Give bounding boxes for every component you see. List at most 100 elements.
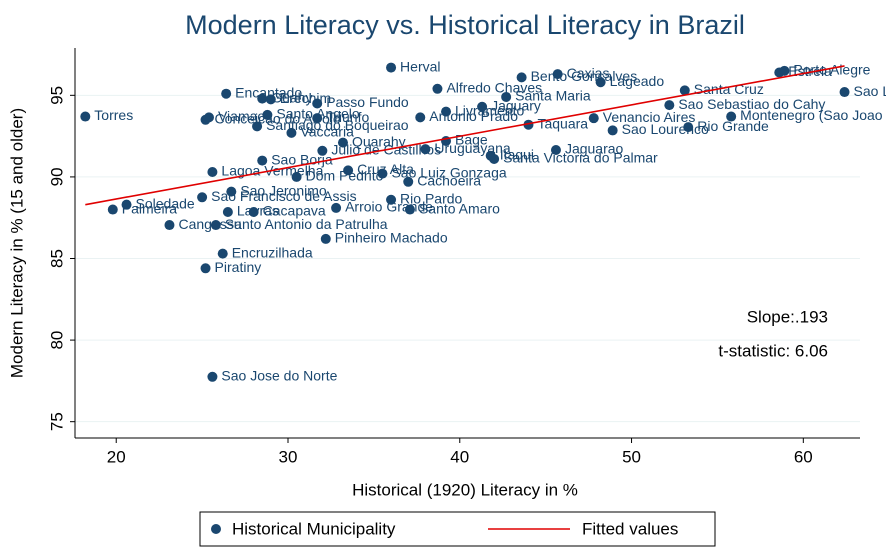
point bbox=[80, 111, 91, 122]
point bbox=[683, 122, 694, 133]
point-label: Erechim bbox=[280, 90, 331, 106]
point-label: Cangussu bbox=[178, 216, 241, 232]
point-label: Caxias bbox=[567, 65, 610, 81]
point-label: Montenegro (Sao Joao do Montenegro) bbox=[740, 107, 886, 123]
point bbox=[501, 91, 512, 102]
point bbox=[331, 202, 342, 213]
point-label: Sao Leopoldo bbox=[854, 83, 886, 99]
x-tick-label: 50 bbox=[622, 447, 641, 466]
point bbox=[516, 72, 527, 83]
legend-marker bbox=[211, 524, 221, 534]
point bbox=[200, 114, 211, 125]
point bbox=[210, 220, 221, 231]
point bbox=[226, 186, 237, 197]
point-label: Sao Borja bbox=[271, 151, 333, 167]
point-label: Soledade bbox=[136, 195, 195, 211]
point bbox=[107, 204, 118, 215]
point-label: Passo Fundo bbox=[326, 94, 409, 110]
point-label: Piratiny bbox=[215, 259, 262, 275]
x-tick-label: 60 bbox=[794, 447, 813, 466]
point bbox=[265, 94, 276, 105]
point bbox=[679, 85, 690, 96]
point bbox=[337, 137, 348, 148]
point-label: Dom Pedrito bbox=[306, 168, 384, 184]
point-label: Herval bbox=[400, 58, 440, 74]
point bbox=[552, 69, 563, 80]
point-label: Palmeira bbox=[122, 200, 177, 216]
point bbox=[607, 125, 618, 136]
legend-label: Historical Municipality bbox=[232, 519, 396, 538]
point bbox=[221, 88, 232, 99]
point bbox=[286, 127, 297, 138]
point-label: Cachoeira bbox=[417, 173, 481, 189]
point-label: Santo Antonio da Patrulha bbox=[225, 216, 388, 232]
point bbox=[121, 199, 132, 210]
point bbox=[252, 121, 263, 132]
point bbox=[217, 248, 228, 259]
point-label: Sao Jose do Norte bbox=[221, 368, 337, 384]
point bbox=[343, 165, 354, 176]
point-label: Sao Jeronimo bbox=[240, 182, 327, 198]
point-label: Rio Grande bbox=[697, 118, 769, 134]
point-label: Sao Luiz Gonzaga bbox=[391, 164, 506, 180]
point-label: Livramento bbox=[455, 102, 524, 118]
y-axis-label: Modern Literacy in % (15 and older) bbox=[7, 108, 26, 378]
point bbox=[291, 171, 302, 182]
point bbox=[222, 206, 233, 217]
y-tick-label: 75 bbox=[47, 412, 66, 431]
chart-title: Modern Literacy vs. Historical Literacy … bbox=[185, 10, 745, 40]
annotation: Slope:.193 bbox=[747, 307, 828, 326]
point-label: Santiago do Boqueirao bbox=[266, 117, 409, 133]
point bbox=[386, 62, 397, 73]
y-tick-label: 85 bbox=[47, 249, 66, 268]
point bbox=[207, 371, 218, 382]
point-label: Cacapava bbox=[263, 203, 326, 219]
point bbox=[248, 206, 259, 217]
annotation: t-statistic: 6.06 bbox=[718, 341, 828, 360]
point-label: Antonio Prado bbox=[429, 108, 518, 124]
point bbox=[779, 65, 790, 76]
point bbox=[317, 145, 328, 156]
point bbox=[320, 233, 331, 244]
point bbox=[664, 100, 675, 111]
point bbox=[164, 220, 175, 231]
x-tick-label: 20 bbox=[107, 447, 126, 466]
point-label: Guahy bbox=[271, 89, 312, 105]
point bbox=[404, 204, 415, 215]
point-label: Sao Lourenco bbox=[622, 121, 709, 137]
point-label: Torres bbox=[94, 107, 133, 123]
point-label: Santo Amaro bbox=[419, 200, 500, 216]
point bbox=[726, 111, 737, 122]
point-label: Pinheiro Machado bbox=[335, 230, 448, 246]
point-label: Itaqui bbox=[500, 146, 534, 162]
point-label: Santa Cruz bbox=[694, 81, 764, 97]
point bbox=[257, 155, 268, 166]
point bbox=[312, 98, 323, 109]
point-label: Santa Victoria do Palmar bbox=[503, 150, 658, 166]
point-label: Estrela bbox=[788, 63, 832, 79]
x-tick-label: 40 bbox=[450, 447, 469, 466]
fit-line bbox=[85, 65, 845, 206]
point bbox=[403, 176, 414, 187]
point-label: Cruz Alta bbox=[357, 161, 414, 177]
x-axis-label: Historical (1920) Literacy in % bbox=[352, 480, 578, 499]
point-label: Sao Sebastiao do Cahy bbox=[678, 96, 825, 112]
point-label: Jaguary bbox=[491, 97, 541, 113]
legend-label: Fitted values bbox=[582, 519, 678, 538]
point bbox=[200, 263, 211, 274]
point-label: Alfredo Chaves bbox=[446, 79, 542, 95]
point-label: Sao Francisco de Assis bbox=[211, 188, 357, 204]
point-label: Jaguarao bbox=[565, 141, 624, 157]
point bbox=[485, 150, 496, 161]
point-label: Santa Maria bbox=[515, 88, 591, 104]
point-label: Rio Pardo bbox=[400, 190, 462, 206]
point bbox=[588, 113, 599, 124]
point-label: Venancio Aires bbox=[603, 109, 696, 125]
point bbox=[312, 113, 323, 124]
point-label: Vaccaria bbox=[300, 124, 354, 140]
x-tick-label: 30 bbox=[279, 447, 298, 466]
y-tick-label: 95 bbox=[47, 86, 66, 105]
point bbox=[839, 87, 850, 98]
y-tick-label: 80 bbox=[47, 331, 66, 350]
